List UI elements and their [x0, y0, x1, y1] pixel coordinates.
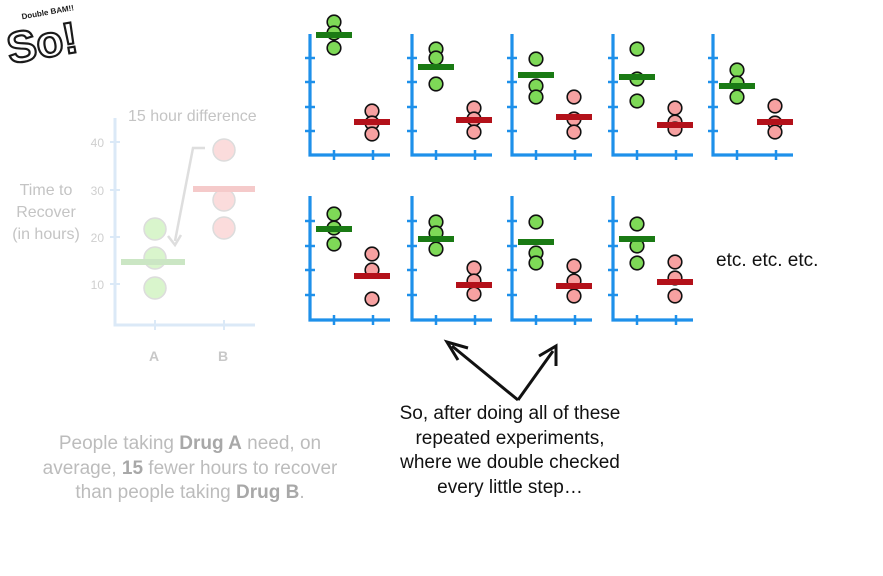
experiment-axis — [611, 34, 693, 157]
green-data-point — [629, 41, 645, 57]
experiment-axis — [711, 34, 793, 157]
red-data-point — [667, 288, 683, 304]
red-data-point — [566, 288, 582, 304]
sq-logo-icon: So! Double BAM!! — [2, 3, 83, 75]
green-data-point — [528, 51, 544, 67]
green-data-point — [729, 89, 745, 105]
faded-caption-text: need, on average, — [42, 433, 322, 479]
faded-green-point — [143, 246, 167, 270]
left-pointer-arrowhead — [443, 339, 469, 361]
red-data-point — [364, 291, 380, 307]
right-pointer-arrow — [516, 350, 555, 401]
green-data-point — [428, 50, 444, 66]
y-axis-title-line: Recover — [16, 204, 76, 221]
green-data-point — [326, 236, 342, 252]
experiment-plot — [708, 34, 793, 160]
faded-difference-arrow — [173, 146, 205, 242]
green-data-point — [326, 206, 342, 222]
experiment-plot — [507, 34, 592, 160]
faded-caption: People taking Drug A need, on average, 1… — [30, 432, 350, 506]
red-data-point — [566, 124, 582, 140]
left-pointer-arrow — [451, 344, 519, 402]
experiment-plot — [608, 196, 693, 325]
red-data-point — [767, 98, 783, 114]
green-data-point — [326, 40, 342, 56]
faded-caption-text: People taking — [58, 433, 180, 454]
faded-caption-number: 15 — [121, 457, 144, 479]
green-data-point — [629, 255, 645, 271]
experiment-plot — [305, 14, 390, 160]
experiment-plot — [507, 196, 592, 325]
y-tick-label: 30 — [90, 184, 104, 198]
red-data-point — [466, 124, 482, 140]
faded-red-point — [212, 188, 236, 212]
green-data-point — [528, 89, 544, 105]
green-data-point — [629, 216, 645, 232]
faded-axis — [113, 118, 255, 327]
logo-text: So! — [3, 13, 81, 74]
faded-red-point — [212, 216, 236, 240]
category-label-b: B — [218, 348, 229, 364]
etc-text: etc. etc. etc. — [716, 250, 819, 271]
faded-green-point — [143, 276, 167, 300]
red-data-point — [767, 124, 783, 140]
faded-caption-text: fewer hours to recover than people takin… — [75, 457, 338, 504]
faded-green-point — [143, 217, 167, 241]
green-data-point — [729, 62, 745, 78]
red-data-point — [466, 260, 482, 276]
y-tick-label: 40 — [90, 136, 104, 150]
green-data-point — [428, 241, 444, 257]
y-axis-title: Time to Recover (in hours) — [0, 180, 92, 246]
faded-red-point — [212, 138, 236, 162]
difference-label: 15 hour difference — [128, 108, 257, 125]
experiment-axis — [308, 196, 390, 322]
experiment-plot — [407, 196, 492, 325]
category-label-a: A — [149, 348, 160, 364]
green-data-point — [428, 76, 444, 92]
green-data-point — [528, 255, 544, 271]
y-tick-label: 20 — [90, 231, 104, 245]
pointer-arrows — [443, 339, 558, 402]
green-data-point — [528, 214, 544, 230]
faded-difference-arrowhead — [167, 234, 183, 248]
experiment-axis — [611, 196, 693, 322]
right-pointer-arrowhead — [538, 343, 558, 366]
experiment-plot — [608, 34, 693, 160]
experiment-plot — [305, 196, 390, 325]
faded-caption-drug-b: Drug B — [235, 482, 300, 503]
faded-caption-drug-a: Drug A — [179, 433, 242, 454]
experiment-plot — [407, 34, 492, 160]
caption-line: repeated experiments, — [415, 427, 605, 449]
green-data-point — [629, 93, 645, 109]
caption-line: every little step… — [437, 476, 583, 498]
caption: So, after doing all of these repeated ex… — [340, 402, 680, 500]
experiment-axis — [308, 34, 390, 157]
repeated-experiment-plots — [305, 14, 793, 325]
faded-caption-text: . — [299, 482, 305, 503]
y-tick-label: 10 — [90, 278, 104, 292]
faded-recovery-plot — [110, 118, 255, 330]
experiment-axis — [510, 34, 592, 157]
red-data-point — [566, 89, 582, 105]
experiment-axis — [410, 34, 492, 157]
red-data-point — [466, 286, 482, 302]
red-data-point — [667, 254, 683, 270]
red-data-point — [364, 246, 380, 262]
y-axis-title-line: (in hours) — [12, 226, 80, 243]
experiment-axis — [410, 196, 492, 322]
red-data-point — [667, 100, 683, 116]
red-data-point — [364, 126, 380, 142]
experiment-axis — [510, 196, 592, 322]
red-data-point — [566, 258, 582, 274]
y-axis-title-line: Time to — [19, 182, 73, 199]
caption-line: So, after doing all of these — [399, 403, 621, 424]
caption-line: where we double checked — [400, 452, 620, 473]
